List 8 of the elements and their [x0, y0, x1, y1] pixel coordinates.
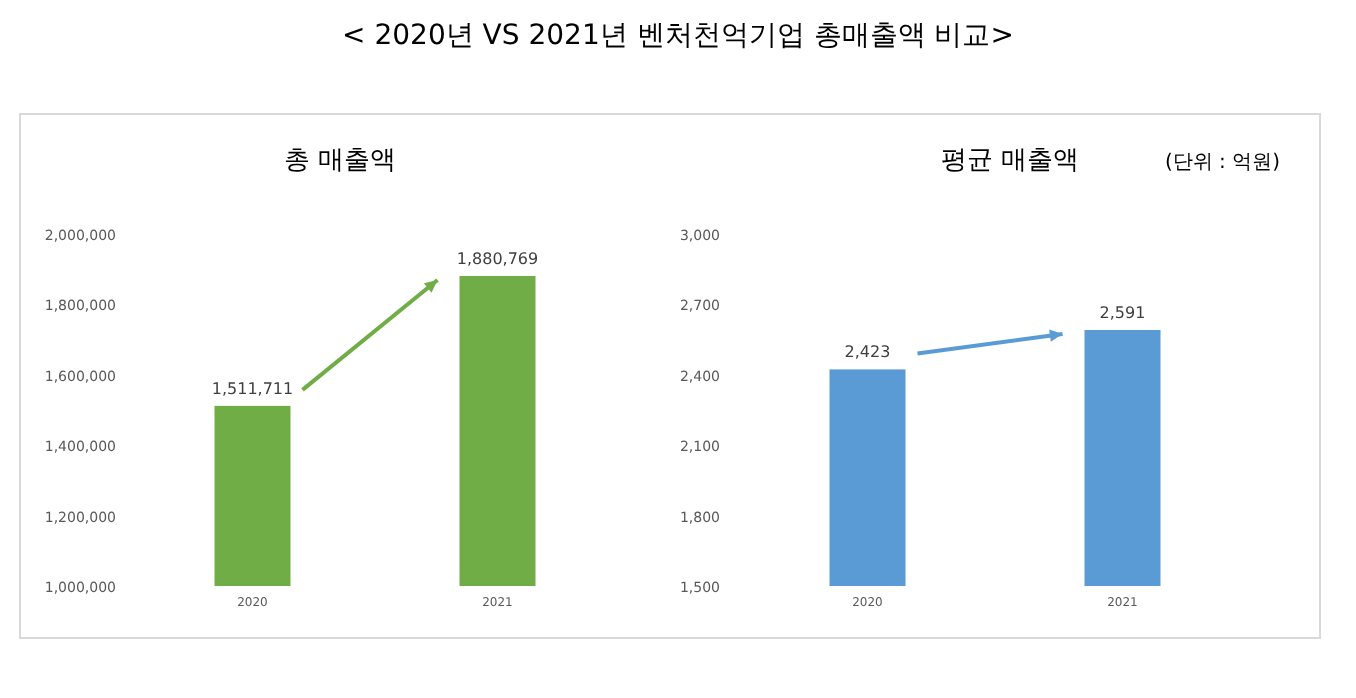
data-label: 1,511,711: [211, 379, 294, 398]
text: (단위 : 억원): [1164, 152, 1281, 174]
chart-title: 평균 매출액: [940, 146, 1080, 176]
data-label: 1,880,769: [456, 249, 539, 268]
text: < 2020년 VS 2021년 벤처천억기업 총매출액 비교>: [342, 20, 1014, 52]
chart-title: 총 매출액: [283, 146, 397, 176]
data-label: 2,591: [1099, 303, 1146, 322]
data-label: 2,423: [844, 343, 891, 362]
